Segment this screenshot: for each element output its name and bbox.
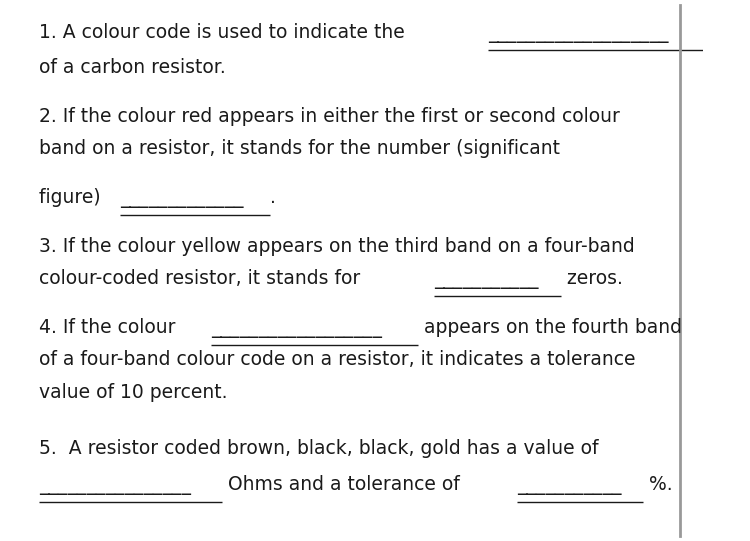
Text: 5.  A resistor coded brown, black, black, gold has a value of: 5. A resistor coded brown, black, black,…: [39, 439, 598, 458]
Text: zeros.: zeros.: [561, 269, 622, 288]
Text: of a four-band colour code on a resistor, it indicates a tolerance: of a four-band colour code on a resistor…: [39, 350, 635, 369]
Text: %.: %.: [644, 474, 673, 493]
Text: 1. A colour code is used to indicate the: 1. A colour code is used to indicate the: [39, 23, 410, 42]
Text: .: .: [270, 188, 275, 207]
Text: colour-coded resistor, it stands for: colour-coded resistor, it stands for: [39, 269, 366, 288]
Text: Ohms and a tolerance of: Ohms and a tolerance of: [223, 474, 466, 493]
Text: ________________: ________________: [39, 476, 190, 494]
Text: ___________________: ___________________: [488, 24, 669, 43]
Text: 3. If the colour yellow appears on the third band on a four-band: 3. If the colour yellow appears on the t…: [39, 236, 634, 255]
Text: of a carbon resistor.: of a carbon resistor.: [39, 58, 226, 77]
Text: ___________: ___________: [518, 476, 622, 494]
Text: _____________: _____________: [121, 189, 244, 208]
Text: band on a resistor, it stands for the number (significant: band on a resistor, it stands for the nu…: [39, 139, 560, 158]
Text: value of 10 percent.: value of 10 percent.: [39, 382, 227, 401]
Text: ___________: ___________: [434, 270, 538, 289]
Text: appears on the fourth band: appears on the fourth band: [418, 318, 682, 337]
Text: 4. If the colour: 4. If the colour: [39, 318, 182, 337]
Text: __________________: __________________: [211, 319, 382, 338]
Text: figure): figure): [39, 188, 106, 207]
Text: 2. If the colour red appears in either the first or second colour: 2. If the colour red appears in either t…: [39, 107, 619, 126]
